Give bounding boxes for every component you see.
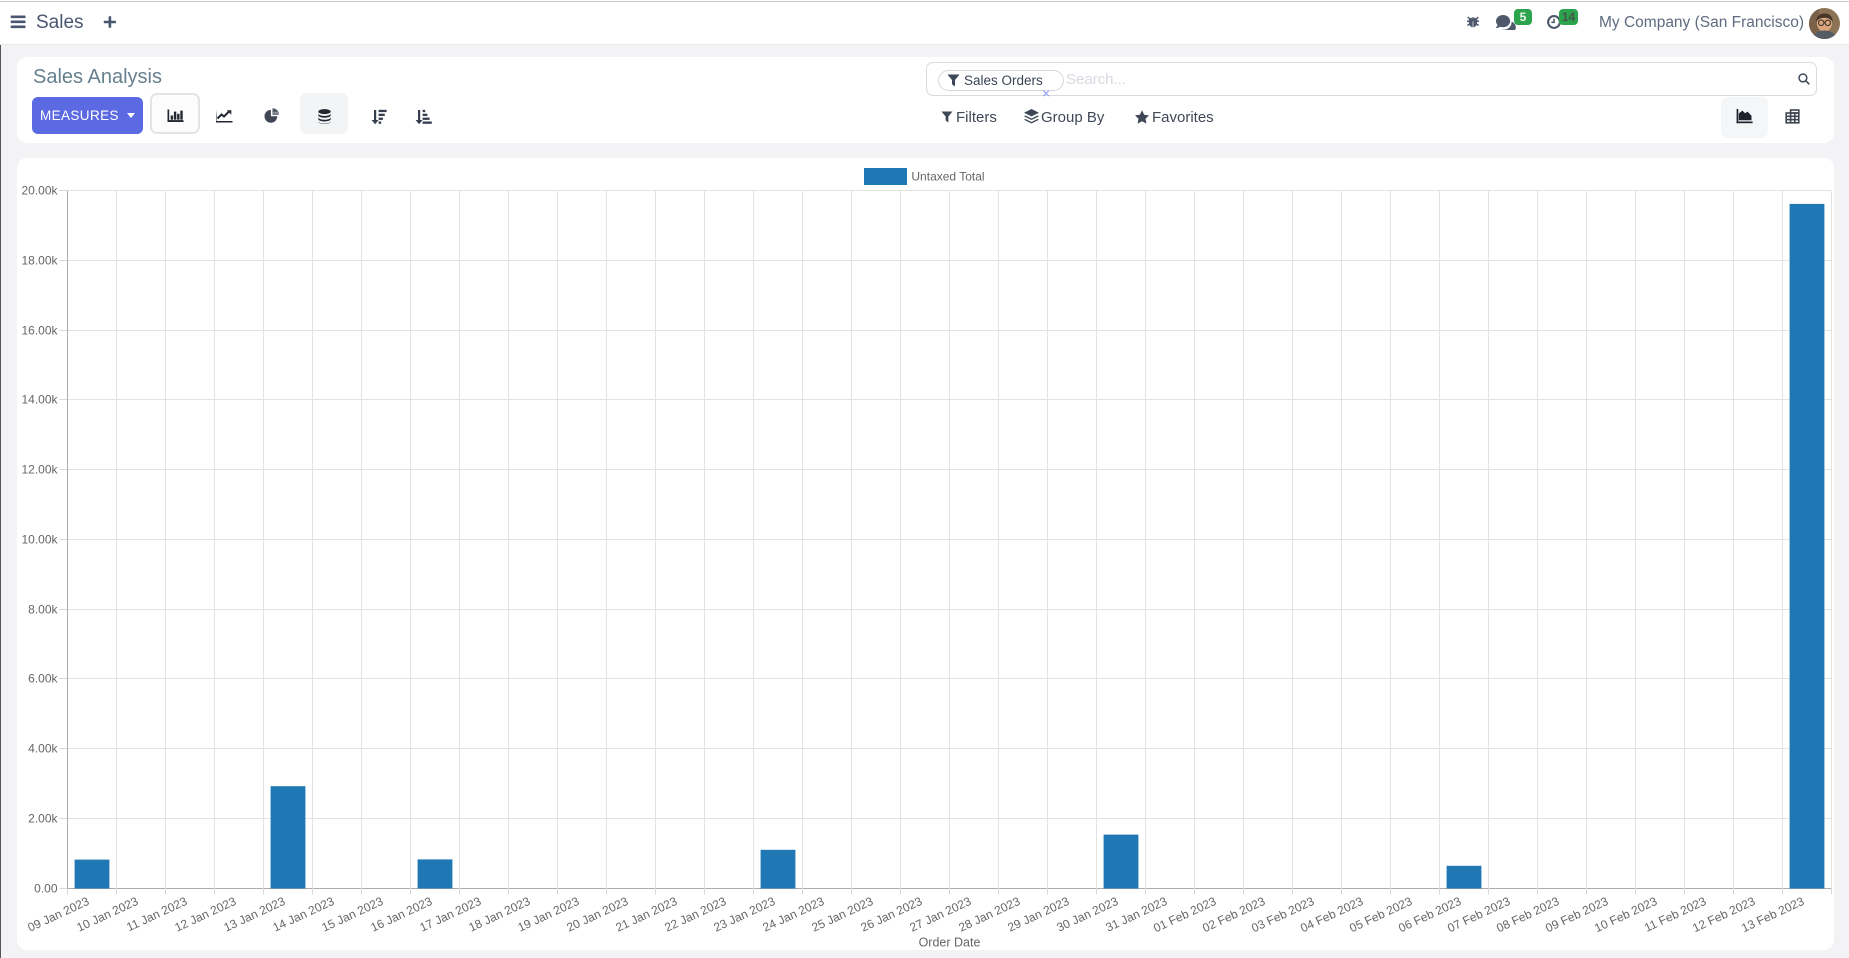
svg-text:8.00k: 8.00k bbox=[28, 603, 58, 617]
svg-text:14.00k: 14.00k bbox=[21, 393, 58, 407]
svg-text:6.00k: 6.00k bbox=[28, 672, 58, 686]
svg-text:20.00k: 20.00k bbox=[21, 184, 58, 198]
svg-text:Untaxed Total: Untaxed Total bbox=[911, 170, 984, 184]
svg-text:4.00k: 4.00k bbox=[28, 742, 58, 756]
svg-text:18.00k: 18.00k bbox=[21, 254, 58, 268]
svg-text:10.00k: 10.00k bbox=[21, 533, 58, 547]
svg-text:Order Date: Order Date bbox=[919, 936, 981, 950]
svg-text:12.00k: 12.00k bbox=[21, 463, 58, 477]
svg-text:0.00: 0.00 bbox=[34, 882, 58, 896]
svg-text:2.00k: 2.00k bbox=[28, 812, 58, 826]
svg-text:16.00k: 16.00k bbox=[21, 324, 58, 338]
